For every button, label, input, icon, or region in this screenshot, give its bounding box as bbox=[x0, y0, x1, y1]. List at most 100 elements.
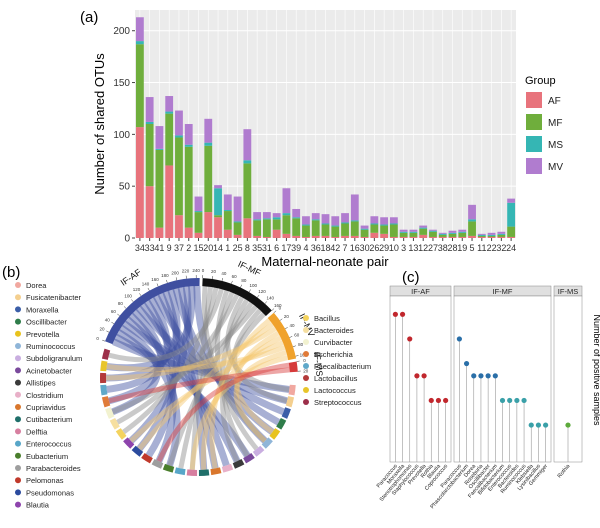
legend-label: Enterococcus bbox=[26, 440, 72, 449]
bar-segment-ms bbox=[184, 144, 193, 147]
bar-segment-mf bbox=[389, 224, 398, 237]
x-tick-label: 28 bbox=[447, 243, 457, 253]
bars bbox=[135, 17, 516, 238]
sector-label: IF-MS bbox=[312, 351, 325, 376]
legend-dot bbox=[15, 367, 21, 374]
legend-label: Acinetobacter bbox=[26, 366, 72, 375]
bar-segment-af bbox=[214, 217, 222, 238]
sector-tick bbox=[147, 287, 150, 291]
bar-segment-mv bbox=[135, 17, 144, 42]
sector-tick bbox=[271, 308, 275, 311]
bar-segment-mv bbox=[487, 232, 496, 235]
bar-segment-mv bbox=[477, 233, 486, 235]
x-tick-label: 24 bbox=[506, 243, 516, 253]
legend-label: Dorea bbox=[26, 281, 47, 290]
bar-segment-ms bbox=[282, 213, 291, 216]
bar-segment-mf bbox=[155, 149, 164, 228]
x-tick-label: 26 bbox=[369, 243, 379, 253]
chord bbox=[108, 367, 290, 404]
bar-segment-af bbox=[438, 236, 447, 238]
panel-c-lollipop-chart: IF-AFParacoccusMoraxellaStenotrophomonas… bbox=[376, 285, 600, 510]
genus-segment bbox=[198, 469, 210, 476]
bar-segment-af bbox=[487, 236, 496, 238]
legend-dot bbox=[15, 416, 21, 423]
bar-segment-mv bbox=[272, 213, 281, 218]
bar-segment-mv bbox=[409, 229, 418, 232]
bar-segment-mv bbox=[458, 229, 467, 232]
x-tick-label: 8 bbox=[245, 243, 250, 253]
bar-segment-mf bbox=[497, 234, 506, 237]
sector-label: IF-AF bbox=[119, 267, 144, 288]
bar-segment-af bbox=[507, 236, 516, 238]
lollipop-point bbox=[399, 311, 406, 317]
bar-segment-ms bbox=[448, 232, 457, 234]
lollipop-point bbox=[392, 311, 398, 317]
bar-segment-af bbox=[272, 229, 281, 238]
x-tick-label: 31 bbox=[262, 243, 272, 253]
genus-segment bbox=[101, 348, 111, 360]
genus-segment bbox=[186, 469, 198, 476]
chord bbox=[234, 330, 280, 435]
chord bbox=[193, 285, 268, 444]
legend-dot bbox=[15, 452, 21, 459]
bar-segment-af bbox=[350, 235, 359, 238]
bar-segment-mf bbox=[448, 233, 457, 237]
bar-segment-af bbox=[194, 232, 203, 238]
bar-segment-af bbox=[389, 236, 398, 238]
lollipop-point bbox=[435, 397, 442, 404]
bar-segment-af bbox=[448, 236, 457, 238]
legend-dot bbox=[15, 343, 21, 349]
genus-segment bbox=[252, 445, 265, 457]
chord bbox=[106, 345, 286, 373]
lollipop-point bbox=[414, 373, 420, 379]
bar-segment-mf bbox=[380, 225, 389, 234]
bar-segment-ms bbox=[458, 231, 467, 233]
bar-segment-mf bbox=[399, 232, 408, 237]
bar-segment-af bbox=[165, 165, 174, 238]
bar-segment-mf bbox=[302, 225, 310, 237]
genus-segment bbox=[285, 396, 295, 408]
bar-segment-ms bbox=[175, 135, 183, 138]
y-axis-label: Number of positive samples bbox=[592, 314, 600, 426]
bar-segment-mf bbox=[175, 137, 183, 216]
bar-segment-mv bbox=[399, 229, 408, 232]
genus-segment bbox=[232, 459, 245, 469]
bar-segment-mv bbox=[165, 96, 174, 112]
legend-label: Lactobacillus bbox=[314, 374, 358, 383]
chord bbox=[177, 286, 208, 471]
chord bbox=[137, 322, 275, 451]
lollipop-point bbox=[421, 373, 427, 379]
lollipop-point bbox=[407, 336, 413, 342]
bar-segment-af bbox=[155, 227, 164, 238]
bar-segment-ms bbox=[243, 160, 252, 164]
legend-label: Parabacteroides bbox=[26, 464, 81, 473]
legend-label-ms: MS bbox=[548, 140, 563, 151]
bar-segment-mv bbox=[292, 208, 301, 218]
bar-segment-mf bbox=[311, 220, 320, 236]
legend-dot bbox=[15, 282, 21, 288]
legend-label: Allistipes bbox=[26, 379, 56, 388]
chord bbox=[128, 286, 192, 444]
chord bbox=[189, 355, 289, 470]
facets: IF-AFParacoccusMoraxellaStenotrophomonas… bbox=[376, 285, 583, 510]
bar-segment-ms bbox=[399, 231, 408, 233]
bar-segment-mf bbox=[262, 219, 271, 237]
chord bbox=[105, 289, 181, 382]
legend-dot bbox=[303, 339, 309, 345]
sector-tick bbox=[166, 279, 168, 283]
x-tick-label: 32 bbox=[496, 243, 506, 253]
bar-segment-af bbox=[311, 235, 320, 238]
sector-tick bbox=[111, 321, 115, 324]
bar-segment-mv bbox=[253, 212, 262, 220]
bar-segment-mv bbox=[262, 212, 271, 219]
sector-tick-label: 20 bbox=[99, 327, 105, 332]
legend-dot bbox=[15, 330, 21, 337]
bar-segment-mv bbox=[370, 216, 379, 224]
bar-segment-af bbox=[253, 235, 262, 238]
bar-segment-af bbox=[429, 236, 437, 238]
legend-dot bbox=[15, 379, 21, 386]
x-tick-label: 19 bbox=[457, 243, 467, 253]
chord bbox=[105, 326, 277, 381]
